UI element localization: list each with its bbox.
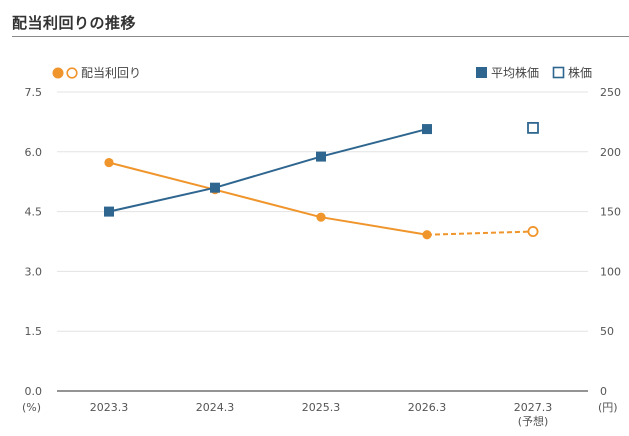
avg_price-line-segment — [108, 186, 216, 213]
left-axis-tick-label: 7.5 — [25, 86, 43, 99]
legend-yield: 配当利回り — [52, 66, 141, 80]
legend-price-marker — [552, 66, 565, 79]
avg_price-line-segment — [320, 128, 428, 158]
legend-yield-label: 配当利回り — [81, 66, 141, 80]
left-axis-tick-label: 1.5 — [25, 325, 43, 338]
yield-point — [422, 230, 432, 240]
avg_price-line-segment — [214, 155, 322, 189]
x-axis-tick-label: 2023.3 — [90, 401, 129, 414]
legend-avg-price-label: 平均株価 — [491, 65, 539, 80]
series-points — [104, 121, 539, 240]
legend-avg-price-marker — [476, 67, 487, 78]
yield-line-segment — [426, 230, 534, 236]
series-lines — [108, 128, 534, 236]
grid-lines — [57, 91, 588, 332]
right-axis-tick-label: 50 — [600, 325, 614, 338]
right-axis-tick-label: 0 — [600, 385, 607, 398]
price-point — [527, 121, 539, 134]
yield-line-segment — [320, 216, 428, 236]
avg-price-point — [422, 124, 432, 135]
page-title: 配当利回りの推移 — [12, 14, 137, 32]
legend-yield-forecast-marker — [66, 67, 78, 79]
right-axis-tick-label: 150 — [600, 206, 621, 219]
yield-point — [104, 157, 114, 168]
yield-point — [316, 212, 326, 222]
right-axis-tick-label: 200 — [600, 146, 621, 159]
x-axis-tick-sublabel: (予想) — [518, 414, 549, 428]
avg-price-point — [316, 151, 326, 162]
legend-price-label: 株価 — [568, 65, 592, 80]
right-axis-tick-label: 250 — [600, 86, 621, 99]
left-axis-unit: (%) — [22, 401, 41, 414]
title-divider — [12, 36, 629, 37]
axes: 0.0 0 1.5 50 3.0 100 4.5 150 6.0 200 7.5 250 (%) (円) 2… — [22, 86, 621, 428]
left-axis-tick-label: 6.0 — [25, 146, 43, 159]
avg-price-point — [210, 182, 220, 193]
left-axis-tick-label: 4.5 — [25, 206, 43, 219]
yield-forecast-point — [527, 226, 539, 238]
avg-price-point — [104, 206, 114, 217]
legend-yield-actual-marker — [52, 67, 64, 79]
yield-line-segment — [214, 188, 322, 219]
left-axis-tick-label: 0.0 — [25, 385, 43, 398]
legend-price: 平均株価 株価 — [476, 65, 592, 80]
x-axis-tick-label: 2026.3 — [408, 401, 447, 414]
yield-line-segment — [108, 161, 216, 191]
left-axis-tick-label: 3.0 — [25, 265, 43, 278]
x-axis-tick-label: 2024.3 — [196, 401, 235, 414]
right-axis-unit: (円) — [598, 401, 618, 414]
right-axis-tick-label: 100 — [600, 265, 621, 278]
x-axis-tick-label: 2027.3 — [514, 401, 553, 414]
x-axis-tick-label: 2025.3 — [302, 401, 341, 414]
